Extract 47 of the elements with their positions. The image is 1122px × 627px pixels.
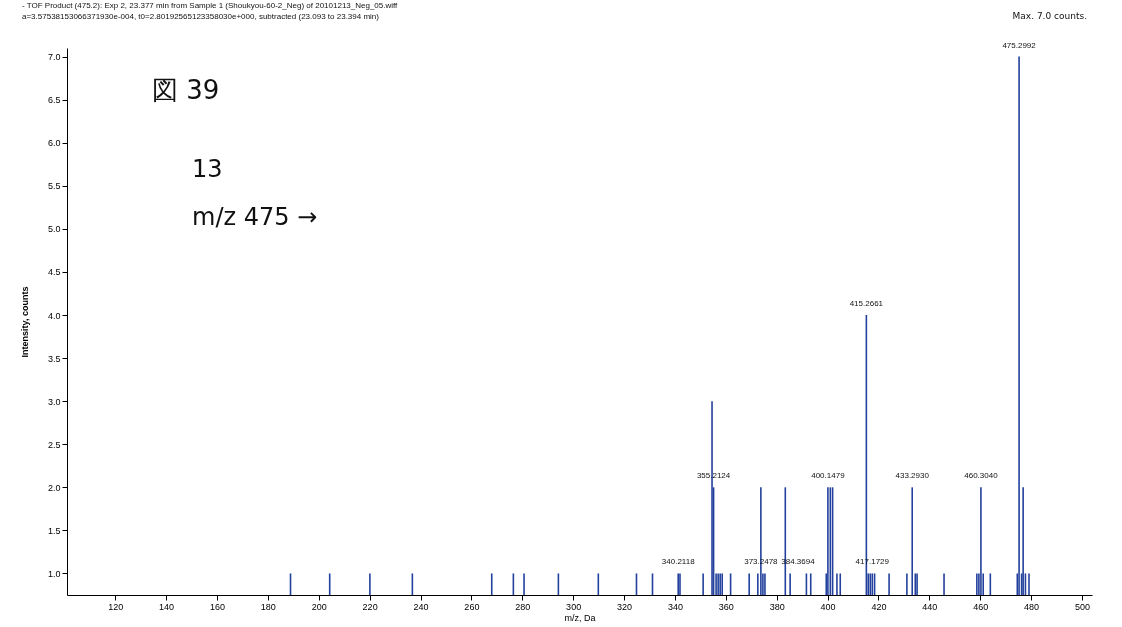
x-axis-title: m/z, Da xyxy=(564,612,596,623)
y-tick-label: 4.5 xyxy=(47,267,61,278)
x-tick-label: 240 xyxy=(413,601,429,612)
x-tick-label: 340 xyxy=(667,601,683,612)
x-tick-label: 500 xyxy=(1074,601,1090,612)
x-tick-label: 140 xyxy=(159,601,175,612)
x-tick-label: 420 xyxy=(871,601,887,612)
y-tick-label: 6.5 xyxy=(47,95,61,106)
chart-title: - TOF Product (475.2): Exp 2, 23.377 min from Sample 1 (Shoukyou-60-2_Neg) of 20101213_Neg_05.wiff xyxy=(22,1,399,10)
annotation: 415.2661 xyxy=(849,299,884,309)
annotation: 460.3040 xyxy=(964,471,999,481)
y-tick-label: 2.5 xyxy=(47,439,61,450)
annotation: 340.2118 xyxy=(661,557,696,567)
x-tick-label: 300 xyxy=(566,601,582,612)
x-tick-label: 260 xyxy=(464,601,480,612)
y-tick-label: 4.0 xyxy=(47,310,61,321)
x-tick-label: 220 xyxy=(362,601,378,612)
y-tick-label: 2.0 xyxy=(47,482,61,493)
annotation: 433.2930 xyxy=(895,471,930,481)
y-tick-label: 7.0 xyxy=(47,52,61,63)
y-tick-label: 5.5 xyxy=(47,181,61,192)
x-tick-label: 320 xyxy=(617,601,633,612)
y-axis-title: Intensity, counts xyxy=(19,286,30,358)
x-tick-label: 200 xyxy=(311,601,327,612)
x-tick-label: 280 xyxy=(515,601,531,612)
x-tick-label: 360 xyxy=(718,601,734,612)
chart-subtitle: a=3.57538153066371930e-004, t0=2.80192565123358030e+000, subtracted (23.093 to 23.394 min) xyxy=(22,12,380,21)
y-tick-label: 3.5 xyxy=(47,353,61,364)
x-tick-label: 440 xyxy=(922,601,938,612)
annotation: m/z 475 → xyxy=(192,203,318,231)
annotation: 13 xyxy=(192,155,223,183)
x-tick-label: 380 xyxy=(769,601,785,612)
annotation: 400.1479 xyxy=(811,471,846,481)
y-tick-label: 5.0 xyxy=(47,224,61,235)
annotation: 475.2992 xyxy=(1002,40,1037,50)
y-tick-label: 3.0 xyxy=(47,396,61,407)
x-tick-label: 160 xyxy=(209,601,226,612)
x-tick-label: 180 xyxy=(260,601,276,612)
x-tick-label: 120 xyxy=(108,601,124,612)
x-tick-label: 460 xyxy=(973,601,989,612)
x-tick-label: 480 xyxy=(1024,601,1040,612)
y-tick-label: 6.0 xyxy=(47,138,61,149)
annotation: 図 39 xyxy=(152,75,220,105)
y-tick-label: 1.0 xyxy=(47,568,61,579)
text: Max. 7.0 counts. xyxy=(1012,11,1087,21)
x-tick-label: 400 xyxy=(820,601,836,612)
y-tick-label: 1.5 xyxy=(47,525,61,536)
